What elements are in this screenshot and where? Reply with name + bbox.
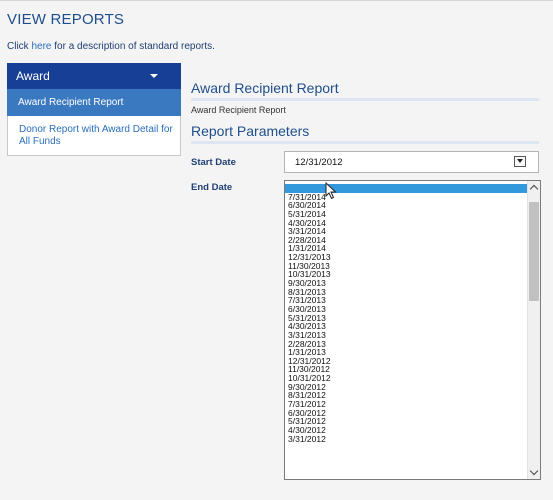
- help-line: Click here for a description of standard…: [7, 41, 215, 52]
- start-date-select[interactable]: 12/31/2012: [284, 151, 539, 173]
- dropdown-option-blank[interactable]: [285, 184, 527, 193]
- dropdown-option[interactable]: 8/31/2013: [288, 286, 326, 297]
- end-date-dropdown-list[interactable]: 7/31/2014 6/30/2014 5/31/2014 4/30/2014 3/31…: [284, 180, 541, 480]
- dropdown-option[interactable]: 7/31/2014: [288, 191, 326, 202]
- dropdown-option[interactable]: 8/31/2012: [288, 390, 326, 401]
- dropdown-scrollbar[interactable]: [527, 181, 540, 479]
- help-link[interactable]: here: [31, 41, 52, 52]
- scroll-up-icon[interactable]: [528, 181, 540, 194]
- mouse-pointer-icon: [325, 182, 337, 200]
- dropdown-option[interactable]: 11/30/2013: [288, 260, 330, 271]
- dropdown-option[interactable]: 9/30/2012: [288, 381, 326, 392]
- dropdown-option[interactable]: 5/31/2013: [288, 312, 326, 323]
- dropdown-option[interactable]: 4/30/2014: [288, 217, 326, 228]
- dropdown-option[interactable]: 3/31/2014: [288, 226, 326, 237]
- dropdown-option[interactable]: 4/30/2013: [288, 321, 326, 332]
- dropdown-option[interactable]: 6/30/2013: [288, 303, 326, 314]
- dropdown-option[interactable]: 12/31/2013: [288, 252, 331, 263]
- dropdown-option[interactable]: 2/28/2013: [288, 338, 326, 349]
- dropdown-option[interactable]: 5/31/2014: [288, 208, 326, 219]
- sidebar-item-donor-report[interactable]: Donor Report with Award Detail for All F…: [19, 124, 173, 147]
- dropdown-option[interactable]: 1/31/2013: [288, 347, 326, 358]
- dropdown-arrow-icon[interactable]: [514, 156, 526, 167]
- dropdown-option[interactable]: 2/28/2014: [288, 234, 326, 245]
- dropdown-option[interactable]: 11/30/2012: [288, 364, 330, 375]
- help-prefix: Click: [7, 41, 32, 52]
- report-heading: Award Recipient Report: [191, 80, 339, 96]
- dropdown-option[interactable]: 10/31/2013: [288, 269, 331, 280]
- scroll-thumb[interactable]: [529, 202, 539, 301]
- dropdown-option[interactable]: 6/30/2014: [288, 200, 326, 211]
- start-date-value: 12/31/2012: [295, 157, 343, 168]
- params-heading: Report Parameters: [191, 123, 310, 139]
- help-suffix: for a description of standard reports.: [51, 41, 215, 52]
- dropdown-option[interactable]: 4/30/2012: [288, 424, 326, 435]
- dropdown-option[interactable]: 5/31/2012: [288, 416, 326, 427]
- start-date-label: Start Date: [191, 157, 236, 168]
- dropdown-option[interactable]: 3/31/2013: [288, 329, 326, 340]
- report-heading-rule: [191, 98, 539, 101]
- top-divider: [0, 0, 553, 1]
- params-heading-rule: [191, 141, 539, 144]
- dropdown-option[interactable]: 12/31/2012: [288, 355, 331, 366]
- dropdown-option[interactable]: 10/31/2012: [288, 373, 331, 384]
- dropdown-option[interactable]: 7/31/2013: [288, 295, 326, 306]
- page-title: VIEW REPORTS: [7, 11, 125, 28]
- dropdown-options: 7/31/2014 6/30/2014 5/31/2014 4/30/2014 3/31…: [285, 184, 527, 443]
- dropdown-option[interactable]: 1/31/2014: [288, 243, 326, 254]
- dropdown-option[interactable]: 9/30/2013: [288, 278, 326, 289]
- chevron-down-icon: [150, 74, 158, 78]
- sidebar-category-label: Award: [16, 69, 50, 83]
- sidebar-item-award-recipient-report[interactable]: Award Recipient Report: [7, 89, 181, 116]
- dropdown-option[interactable]: 3/31/2012: [288, 433, 326, 444]
- dropdown-option[interactable]: 7/31/2012: [288, 399, 326, 410]
- sidebar-category-award[interactable]: Award: [7, 63, 181, 89]
- end-date-label: End Date: [191, 182, 233, 193]
- report-name: Award Recipient Report: [191, 105, 286, 115]
- scroll-down-icon[interactable]: [528, 466, 540, 479]
- report-sidebar: Award Award Recipient Report Donor Repor…: [7, 63, 181, 156]
- dropdown-option[interactable]: 6/30/2012: [288, 407, 326, 418]
